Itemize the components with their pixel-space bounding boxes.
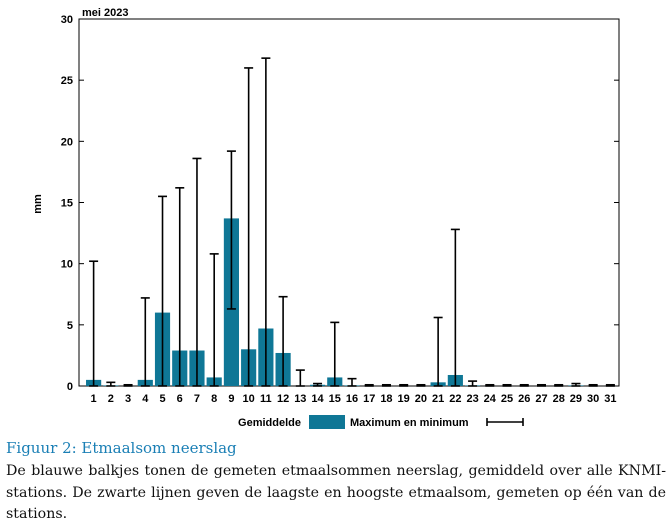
x-tick-label: 26 xyxy=(518,393,530,405)
x-tick-label: 31 xyxy=(604,393,616,405)
x-tick-label: 30 xyxy=(587,393,599,405)
x-tick-label: 1 xyxy=(91,393,97,405)
figure-caption: Figuur 2: Etmaalsom neerslag xyxy=(6,439,237,457)
x-tick-label: 11 xyxy=(260,393,272,405)
y-tick-label: 25 xyxy=(61,75,73,87)
x-tick-label: 25 xyxy=(501,393,513,405)
x-tick-label: 16 xyxy=(346,393,358,405)
x-tick-label: 27 xyxy=(535,393,547,405)
x-tick-label: 6 xyxy=(177,393,183,405)
x-tick-label: 5 xyxy=(159,393,165,405)
x-tick-label: 18 xyxy=(380,393,392,405)
legend-swatch-mean xyxy=(309,415,345,429)
x-tick-label: 12 xyxy=(277,393,289,405)
x-tick-label: 24 xyxy=(484,393,497,405)
x-tick-label: 19 xyxy=(398,393,410,405)
x-tick-label: 14 xyxy=(311,393,324,405)
legend-label-range: Maximum en minimum xyxy=(350,417,469,429)
y-tick-label: 20 xyxy=(61,136,73,148)
x-tick-label: 22 xyxy=(449,393,461,405)
y-axis: 0 5 10 15 20 25 30 xyxy=(61,14,619,393)
x-tick-label: 10 xyxy=(243,393,255,405)
y-tick-label: 30 xyxy=(61,14,73,26)
y-axis-label: mm xyxy=(32,194,44,214)
error-bars-group xyxy=(89,57,615,387)
y-tick-label: 5 xyxy=(67,320,73,332)
x-tick-label: 15 xyxy=(329,393,341,405)
x-tick-label: 3 xyxy=(125,393,131,405)
x-tick-label: 21 xyxy=(432,393,444,405)
figure-description: De blauwe balkjes tonen de gemeten etmaa… xyxy=(6,463,666,522)
x-tick-label: 13 xyxy=(294,393,306,405)
legend: Gemiddelde Maximum en minimum xyxy=(238,415,524,429)
x-tick-label: 28 xyxy=(553,393,565,405)
x-tick-label: 8 xyxy=(211,393,217,405)
x-tick-label: 7 xyxy=(194,393,200,405)
y-tick-label: 15 xyxy=(61,198,73,210)
x-tick-label: 2 xyxy=(108,393,114,405)
y-tick-label: 10 xyxy=(61,259,73,271)
legend-label-mean: Gemiddelde xyxy=(238,417,301,429)
x-tick-label: 17 xyxy=(363,393,375,405)
x-tick-label: 23 xyxy=(466,393,478,405)
x-tick-label: 9 xyxy=(228,393,234,405)
chart-title: mei 2023 xyxy=(82,7,128,19)
x-tick-label: 20 xyxy=(415,393,427,405)
x-tick-label: 29 xyxy=(570,393,582,405)
x-axis: 1 2 3 4 5 6 7 8 9 10 11 12 13 14 15 16 17 18 19 20 21 22 23 24 2… xyxy=(91,393,617,405)
y-tick-label: 0 xyxy=(67,381,73,393)
x-tick-label: 4 xyxy=(142,393,149,405)
